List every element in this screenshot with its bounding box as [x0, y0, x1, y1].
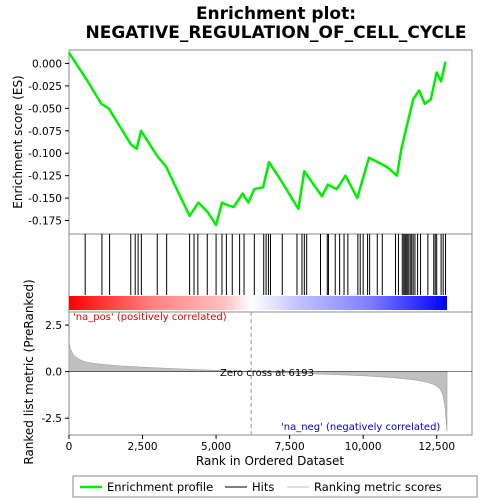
es-y-tick-label: 0.000: [32, 58, 62, 70]
x-tick-label: 5,000: [201, 441, 231, 453]
legend-label: Enrichment profile: [107, 480, 213, 494]
enrichment-profile-line: [67, 52, 447, 227]
es-y-tick-label: -0.050: [28, 103, 62, 115]
es-y-tick-label: -0.100: [28, 148, 62, 160]
x-tick-label: 7,500: [275, 441, 305, 453]
x-tick-label: 0: [66, 441, 73, 453]
es-y-tick-label: -0.125: [28, 171, 62, 183]
ranking-metric-area: [68, 341, 448, 432]
ranking-color-bar-fill: [69, 296, 447, 310]
es-y-tick-label: -0.025: [28, 81, 62, 93]
negative-correlation-label: 'na_neg' (negatively correlated): [281, 422, 440, 433]
legend: Enrichment profile Hits Ranking metric sco…: [80, 480, 442, 494]
legend-box: [72, 475, 478, 498]
x-tick-label: 12,500: [418, 441, 455, 453]
positive-correlation-label: 'na_pos' (positively correlated): [73, 312, 227, 323]
legend-label: Ranking metric scores: [314, 480, 442, 494]
es-y-tick-label: -0.175: [28, 216, 62, 228]
x-tick-label: 10,000: [345, 441, 382, 453]
chart-title-line1: Enrichment plot:: [196, 4, 356, 24]
x-tick-label: 2,500: [128, 441, 158, 453]
rank-y-axis-label: Ranked list metric (PreRanked): [22, 279, 36, 464]
zero-cross-label: Zero cross at 6193: [220, 368, 314, 379]
es-y-tick-label: -0.150: [28, 193, 62, 205]
es-y-axis-label: Enrichment score (ES): [11, 75, 25, 208]
es-y-tick-label: -0.075: [28, 126, 62, 138]
x-axis-label: Rank in Ordered Dataset: [196, 454, 344, 468]
chart-title-line2: NEGATIVE_REGULATION_OF_CELL_CYCLE: [86, 23, 467, 43]
rank-y-tick-label: 0.0: [45, 367, 62, 379]
rank-y-axis: 2.5 0.0 -2.5: [42, 320, 69, 425]
legend-label: Hits: [252, 480, 274, 494]
es-y-axis: 0.000 -0.025 -0.050 -0.075 -0.100 -0.125 -0.15…: [28, 58, 69, 228]
es-line-group: [67, 52, 447, 227]
es-panel-frame: [68, 49, 473, 235]
x-axis: 0 2,500 5,000 7,500 10,000 12,500: [66, 435, 455, 453]
rank-y-tick-label: 2.5: [45, 320, 62, 332]
ranking-color-bar: [69, 296, 447, 310]
rank-y-tick-label: -2.5: [42, 413, 63, 425]
rank-metric-group: [68, 341, 472, 432]
hits-group: [84, 234, 447, 295]
